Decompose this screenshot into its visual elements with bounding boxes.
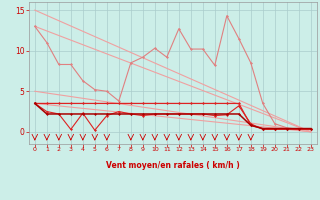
- X-axis label: Vent moyen/en rafales ( km/h ): Vent moyen/en rafales ( km/h ): [106, 161, 240, 170]
